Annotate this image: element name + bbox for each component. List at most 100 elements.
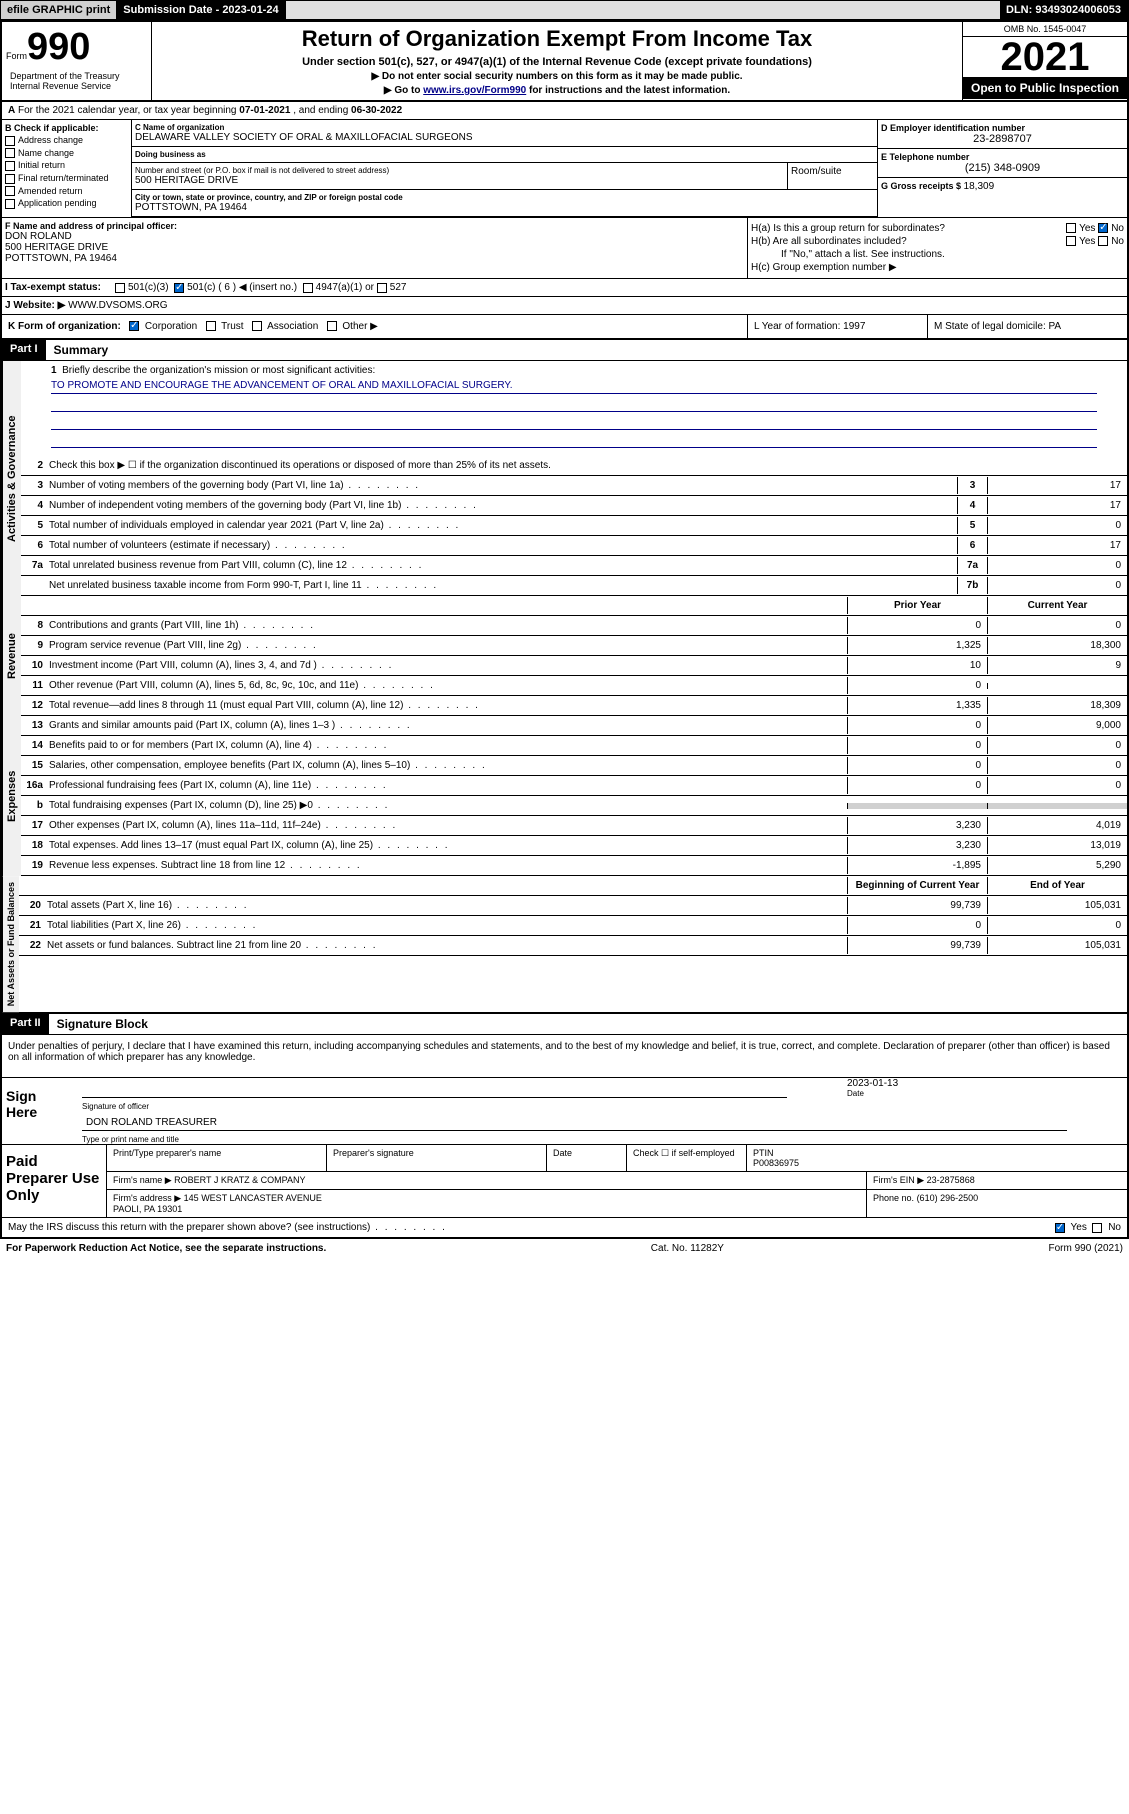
mission-text: TO PROMOTE AND ENCOURAGE THE ADVANCEMENT… <box>51 380 1097 394</box>
j-lbl: J Website: ▶ <box>5 300 65 311</box>
cb-initial-return[interactable] <box>5 161 15 171</box>
k-lbl: K Form of organization: <box>8 321 121 332</box>
cb-lbl-1: Name change <box>18 148 74 158</box>
k-opt1: Trust <box>221 321 243 332</box>
c-city-lbl: City or town, state or province, country… <box>135 193 874 202</box>
dba-box: Doing business as <box>132 147 877 163</box>
status-row: I Tax-exempt status: 501(c)(3) 501(c) ( … <box>2 279 1127 297</box>
part1-title: Summary <box>46 340 117 360</box>
paperwork-notice: For Paperwork Reduction Act Notice, see … <box>6 1243 326 1254</box>
firm-ein: 23-2875868 <box>927 1175 975 1185</box>
a-end: 06-30-2022 <box>351 105 402 116</box>
i-opt2: 4947(a)(1) or <box>316 282 374 293</box>
formation-row: K Form of organization: Corporation Trus… <box>2 315 1127 340</box>
tax-year-row: A For the 2021 calendar year, or tax yea… <box>2 102 1127 120</box>
year-box: OMB No. 1545-0047 2021 Open to Public In… <box>962 22 1127 100</box>
cb-trust[interactable] <box>206 321 216 331</box>
k-opt2: Association <box>267 321 318 332</box>
cb-501c[interactable] <box>174 283 184 293</box>
cb-lbl-2: Initial return <box>18 160 65 170</box>
col-c: C Name of organization DELAWARE VALLEY S… <box>132 120 877 217</box>
summary-row: 20Total assets (Part X, line 16)99,73910… <box>19 896 1127 916</box>
k-opt3: Other ▶ <box>342 321 377 332</box>
cb-corp[interactable] <box>129 321 139 331</box>
phone-val: (610) 296-2500 <box>917 1193 979 1203</box>
h-c: H(c) Group exemption number ▶ <box>751 262 1124 273</box>
col-d: D Employer identification number 23-2898… <box>877 120 1127 217</box>
netassets-section: Net Assets or Fund Balances Beginning of… <box>2 876 1127 1014</box>
section-bcd: B Check if applicable: Address change Na… <box>2 120 1127 218</box>
dept-treasury: Department of the Treasury Internal Reve… <box>6 69 147 93</box>
phone-box: E Telephone number (215) 348-0909 <box>878 149 1127 178</box>
ptin-val: P00836975 <box>753 1158 1121 1168</box>
g-lbl: G Gross receipts $ <box>881 181 964 191</box>
f-addr1: 500 HERITAGE DRIVE <box>5 242 744 253</box>
cb-4947[interactable] <box>303 283 313 293</box>
firm-city: PAOLI, PA 19301 <box>113 1204 182 1214</box>
street-box: Number and street (or P.O. box if mail i… <box>132 163 787 189</box>
cb-501c3[interactable] <box>115 283 125 293</box>
col-begin: Beginning of Current Year <box>847 877 987 894</box>
sig-date-lbl: Date <box>847 1089 1127 1098</box>
h-b2: If "No," attach a list. See instructions… <box>751 249 1124 260</box>
a-mid: , and ending <box>290 105 351 116</box>
cb-lbl-3: Final return/terminated <box>18 173 109 183</box>
mission-line4 <box>51 434 1097 448</box>
vlabel-net: Net Assets or Fund Balances <box>2 876 19 1012</box>
hb-yes[interactable] <box>1066 236 1076 246</box>
ein-box: D Employer identification number 23-2898… <box>878 120 1127 149</box>
vlabel-exp: Expenses <box>2 716 21 876</box>
discuss-yes[interactable] <box>1055 1223 1065 1233</box>
summary-row: 12Total revenue—add lines 8 through 11 (… <box>21 696 1127 716</box>
summary-row: 3Number of voting members of the governi… <box>21 476 1127 496</box>
city-box: City or town, state or province, country… <box>132 190 877 217</box>
form-container: Form990 Department of the Treasury Inter… <box>0 20 1129 1239</box>
subtitle-1: Under section 501(c), 527, or 4947(a)(1)… <box>156 56 958 68</box>
firm-name-lbl: Firm's name ▶ <box>113 1175 172 1185</box>
org-name-box: C Name of organization DELAWARE VALLEY S… <box>132 120 877 147</box>
c-room-lbl: Room/suite <box>791 166 874 177</box>
cb-address-change[interactable] <box>5 136 15 146</box>
cb-other[interactable] <box>327 321 337 331</box>
irs-link[interactable]: www.irs.gov/Form990 <box>423 85 526 96</box>
prep-date-lbl: Date <box>547 1145 627 1171</box>
i-opt1: 501(c) ( 6 ) ◀ (insert no.) <box>187 282 297 293</box>
efile-print-button[interactable]: efile GRAPHIC print <box>1 1 117 19</box>
summary-row: 14Benefits paid to or for members (Part … <box>21 736 1127 756</box>
summary-row: bTotal fundraising expenses (Part IX, co… <box>21 796 1127 816</box>
cb-name-change[interactable] <box>5 148 15 158</box>
cb-lbl-0: Address change <box>18 135 83 145</box>
dln: DLN: 93493024006053 <box>1000 1 1128 19</box>
net-header-row: Beginning of Current Year End of Year <box>19 876 1127 896</box>
expenses-section: Expenses 13Grants and similar amounts pa… <box>2 716 1127 876</box>
firm-ein-lbl: Firm's EIN ▶ <box>873 1175 924 1185</box>
cb-assoc[interactable] <box>252 321 262 331</box>
i-opt3: 527 <box>390 282 407 293</box>
phone-lbl: Phone no. <box>873 1193 914 1203</box>
cb-527[interactable] <box>377 283 387 293</box>
cb-lbl-4: Amended return <box>18 186 83 196</box>
cb-app-pending[interactable] <box>5 199 15 209</box>
form-title: Return of Organization Exempt From Incom… <box>156 26 958 52</box>
col-b-checkboxes: B Check if applicable: Address change Na… <box>2 120 132 217</box>
paid-preparer-label: Paid Preparer Use Only <box>2 1145 107 1217</box>
sign-here-row: Sign Here Signature of officer 2023-01-1… <box>2 1077 1127 1145</box>
summary-row: 4Number of independent voting members of… <box>21 496 1127 516</box>
mission-line3 <box>51 416 1097 430</box>
ha-yes[interactable] <box>1066 223 1076 233</box>
f-name: DON ROLAND <box>5 231 744 242</box>
c-name: DELAWARE VALLEY SOCIETY OF ORAL & MAXILL… <box>135 132 874 143</box>
cb-amended[interactable] <box>5 186 15 196</box>
discuss-text: May the IRS discuss this return with the… <box>8 1222 447 1233</box>
part1-header: Part I <box>2 340 46 360</box>
part1-header-row: Part I Summary <box>2 340 1127 361</box>
hb-no[interactable] <box>1098 236 1108 246</box>
d-lbl: D Employer identification number <box>881 123 1124 133</box>
website-row: J Website: ▶ WWW.DVSOMS.ORG <box>2 297 1127 315</box>
submission-date: Submission Date - 2023-01-24 <box>117 1 285 19</box>
discuss-no[interactable] <box>1092 1223 1102 1233</box>
summary-row: Net unrelated business taxable income fr… <box>21 576 1127 596</box>
h-a: H(a) Is this a group return for subordin… <box>751 223 1124 234</box>
ha-no[interactable] <box>1098 223 1108 233</box>
cb-final-return[interactable] <box>5 174 15 184</box>
